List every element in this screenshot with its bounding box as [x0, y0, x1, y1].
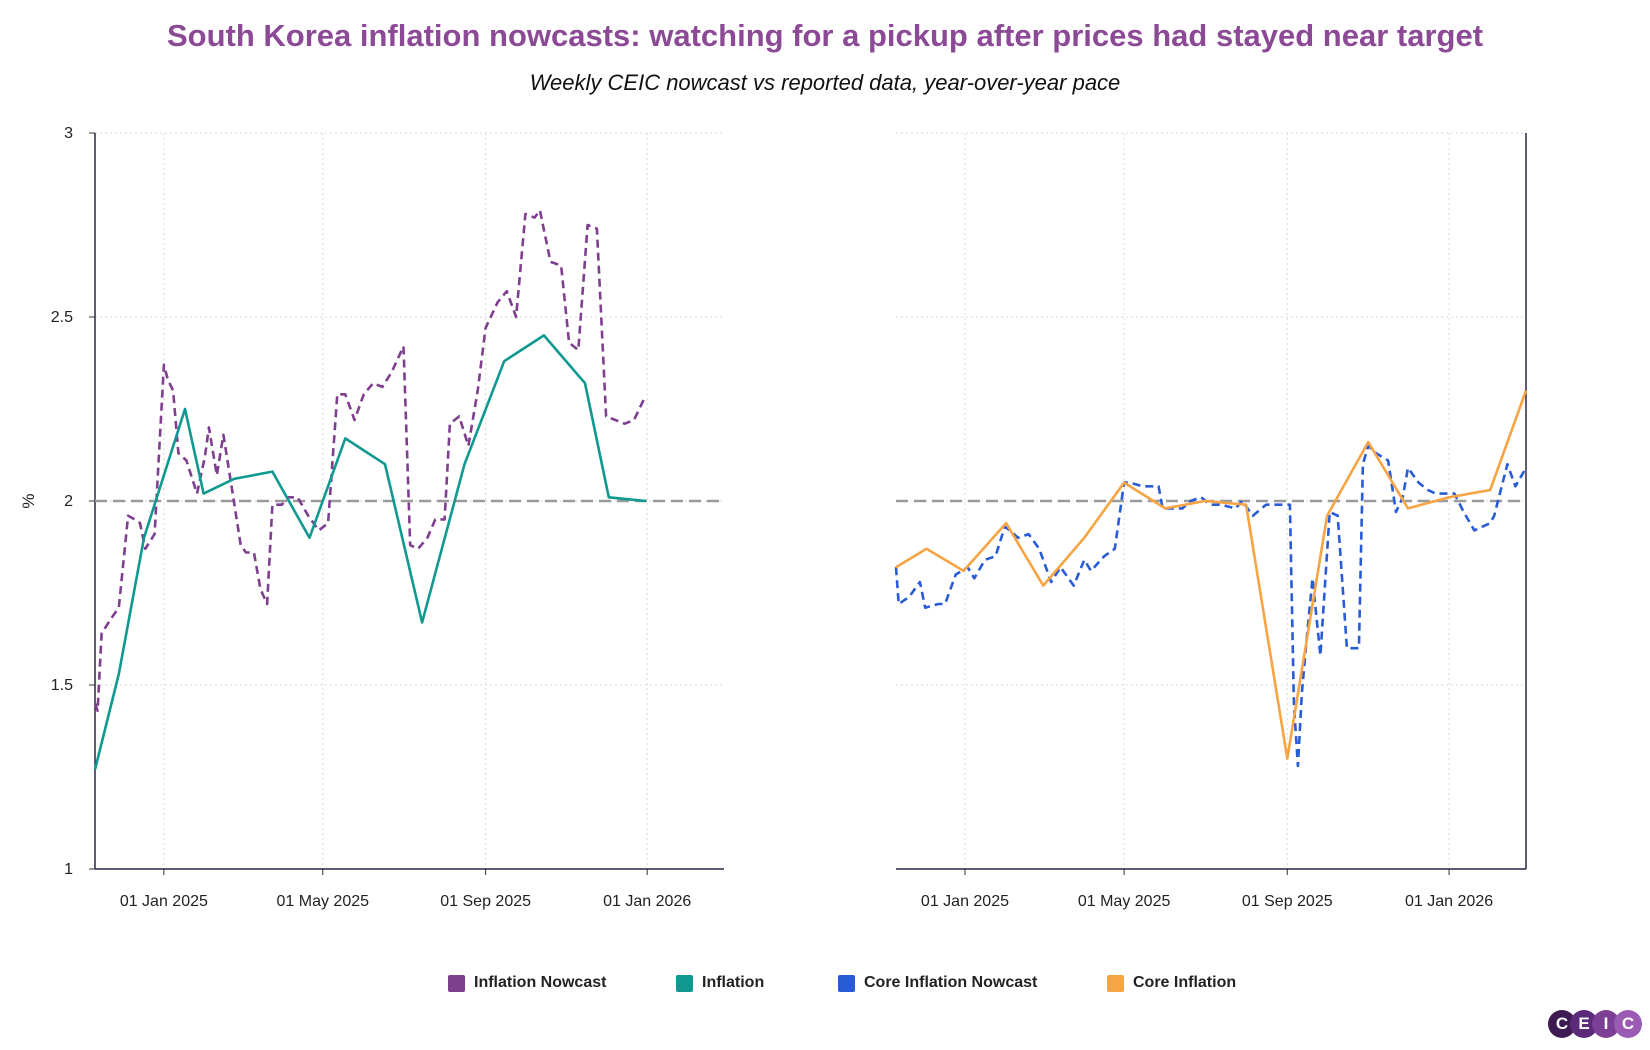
ceic-logo: C E I C — [1548, 1010, 1644, 1040]
panel1-series-line-inflation-nowcast — [93, 209, 646, 713]
panel1-y-tick-label: 2 — [64, 493, 73, 510]
chart-subtitle: Weekly CEIC nowcast vs reported data, ye… — [529, 70, 1121, 95]
logo-letter: C — [1548, 1010, 1576, 1038]
panel1-x-tick-label: 01 May 2025 — [277, 893, 370, 910]
legend-item-inflation[interactable]: Inflation — [676, 974, 764, 992]
legend: Inflation Nowcast Inflation Core Inflati… — [0, 974, 1650, 1000]
panel1-x-tick-label: 01 Jan 2026 — [603, 893, 691, 910]
panel1-y-axis-label: % — [19, 493, 38, 508]
legend-swatch-core-inflation-nowcast — [838, 974, 855, 992]
panel2-x-tick-label: 01 Sep 2025 — [1242, 893, 1333, 910]
panel1-x-tick-label: 01 Jan 2025 — [120, 893, 208, 910]
panel2-x-tick-label: 01 Jan 2025 — [921, 893, 1009, 910]
legend-swatch-core-inflation — [1107, 974, 1124, 992]
legend-item-core-inflation[interactable]: Core Inflation — [1107, 974, 1236, 992]
chart-title: South Korea inflation nowcasts: watching… — [166, 18, 1484, 53]
panel2-series-line-core-inflation-nowcast — [894, 444, 1528, 768]
legend-swatch-inflation — [676, 974, 693, 992]
legend-swatch-inflation-nowcast — [448, 974, 465, 992]
legend-label-inflation-nowcast: Inflation Nowcast — [474, 974, 607, 991]
panel1-y-tick-label: 1 — [64, 861, 73, 878]
legend-label-inflation: Inflation — [702, 974, 765, 991]
legend-label-core-inflation: Core Inflation — [1133, 974, 1237, 991]
panel2-x-tick-label: 01 Jan 2026 — [1405, 893, 1493, 910]
panel1-x-tick-label: 01 Sep 2025 — [440, 893, 531, 910]
legend-item-core-inflation-nowcast[interactable]: Core Inflation Nowcast — [838, 974, 1037, 992]
panel2-series-line-core-inflation — [895, 390, 1528, 760]
panel1-y-tick-label: 3 — [64, 125, 73, 142]
panel1-y-tick-label: 2.5 — [51, 309, 73, 326]
logo-letter: C — [1614, 1010, 1642, 1038]
panel2-x-tick-label: 01 May 2025 — [1078, 893, 1171, 910]
legend-item-inflation-nowcast[interactable]: Inflation Nowcast — [448, 974, 606, 992]
panel1-series-line-inflation — [93, 334, 647, 770]
legend-label-core-inflation-nowcast: Core Inflation Nowcast — [864, 974, 1038, 991]
panel1-y-tick-label: 1.5 — [51, 677, 73, 694]
